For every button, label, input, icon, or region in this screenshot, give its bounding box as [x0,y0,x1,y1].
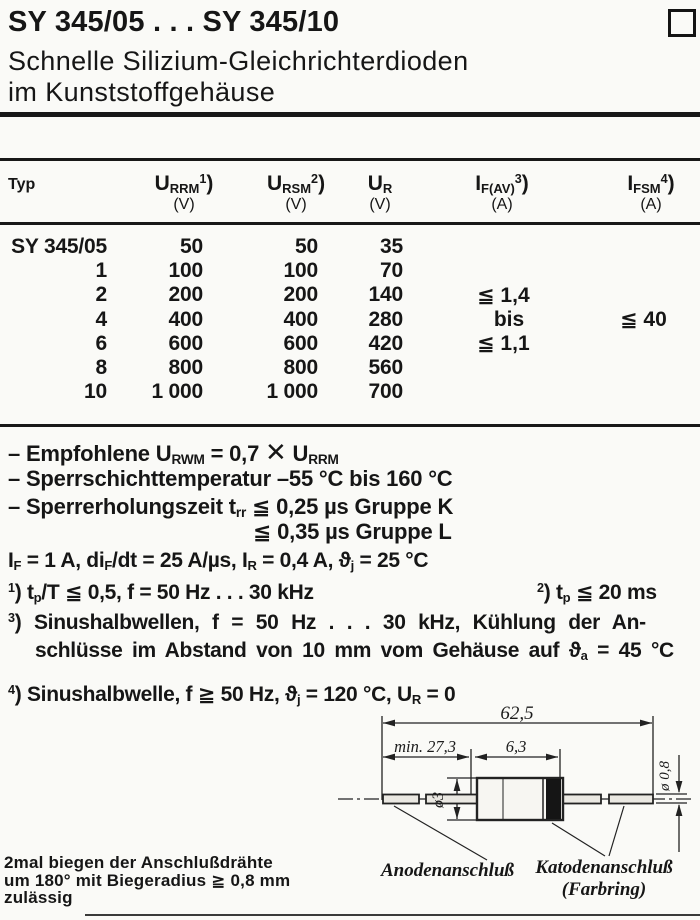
footnote-3-line-2: schlüsse im Abstand von 10 mm vom Gehäus… [35,639,674,663]
column-header-ifsm: IFSM4) (A) [596,172,700,215]
divider-thick [0,112,700,117]
footnote-2: 2) tp ≦ 20 ms [537,581,657,605]
dimension-arrowheads [383,719,683,819]
bend-note-line-3: zulässig [4,888,73,907]
cathode-color-ring-label: (Farbring) [561,879,647,900]
ratings-table: SY 345/05 50 50 35 1 100 100 70 2 200 20… [0,235,403,404]
dimension-body-diameter: ø3 [430,792,447,809]
footnote-3-line-1: 3) Sinushalbwellen, f = 50 Hz . . . 30 k… [8,611,646,634]
table-cell: 140 [368,283,404,307]
table-cell: 560 [368,355,404,379]
table-cell: 50 [180,235,203,258]
page-title: SY 345/05 . . . SY 345/10 [8,6,340,38]
note-junction-temperature: – Sperrschichttemperatur –55 °C bis 160 … [8,466,453,491]
dimension-wire-diameter: ø 0,8 [657,761,673,793]
dimension-lead-length: min. 27,3 [394,737,456,756]
anode-lead-outer [382,793,420,805]
anode-terminal-label: Anodenanschluß [380,860,515,881]
cathode-lead-inner [562,793,602,805]
bend-note-line-2: um 180° mit Biegeradius ≧ 0,8 mm [4,870,291,890]
table-cell: 600 [283,331,319,355]
divider-table-top [0,158,700,161]
table-cell: 200 [168,283,204,307]
divider-header-bottom [0,222,700,225]
subtitle-line-2: im Kunststoffgehäuse [8,77,276,107]
cathode-color-ring [546,779,561,819]
page-subtitle: Schnelle Silizium-Gleichrichterdioden im… [8,46,469,108]
table-cell: 1 000 [266,380,318,404]
note-recovery-time-l: ≦ 0,35 µs Gruppe L [253,519,452,544]
table-cell: 800 [283,355,319,379]
bend-note-line-1: 2mal biegen der Anschlußdrähte [4,853,273,872]
ifav-limit-lower: ≦ 1,1 [477,332,530,355]
cathode-lead-outer [608,793,654,805]
column-unit-ifav: (A) [491,196,513,213]
table-cell: 700 [368,380,404,404]
table-cell: 35 [380,235,403,258]
footnote-1: 1) tp/T ≦ 0,5, f = 50 Hz . . . 30 kHz [8,581,314,605]
dimension-total-length: 62,5 [500,703,533,724]
column-unit-ur: (V) [369,196,391,213]
column-header-ifav: IF(AV)3) (A) [447,172,557,215]
table-row-typ: 10 [84,380,107,404]
cathode-terminal-label: Katodenanschluß [535,857,673,878]
cathode-leader-line-lead [608,805,625,857]
table-cell: 600 [168,331,204,355]
column-unit-urrm: (V) [173,196,195,213]
package-outline-drawing: 62,5 min. 27,3 6,3 ø3 ø 0,8 [338,703,692,861]
table-cell: 70 [380,259,403,283]
conditions-line: IF = 1 A, diF/dt = 25 A/µs, IR = 0,4 A, … [8,549,429,573]
column-unit-ifsm: (A) [640,196,662,213]
anode-leader-line [393,805,488,861]
table-cell: 420 [368,331,404,355]
dimension-body-length: 6,3 [506,737,527,756]
table-cell: 1 000 [151,380,203,404]
column-header-ur: UR (V) [325,172,435,215]
ifav-limit-upper: ≦ 1,4 [477,284,530,307]
table-cell: 800 [168,355,204,379]
table-cell: 50 [295,235,318,258]
table-cell: 200 [283,283,319,307]
lead-bending-note: 2mal biegen der Anschlußdrähte um 180° m… [4,854,290,907]
column-header-ursm: URSM2) (V) [241,172,351,215]
subtitle-line-1: Schnelle Silizium-Gleichrichterdioden [8,46,469,76]
note-recommended-urwm: – Empfohlene URWM = 0,7 ✕ URRM [8,437,339,467]
divider-page-bottom [85,914,700,916]
ifsm-limit: ≦ 40 [620,308,667,331]
footnote-4: 4) Sinushalbwelle, f ≧ 50 Hz, ϑj = 120 °… [8,683,456,707]
column-header-typ: Typ [8,176,36,193]
table-cell: 400 [168,307,204,331]
table-cell: 100 [283,259,319,283]
multiply-x-glyph: ✕ [265,437,287,467]
table-row-typ: 8 [95,355,108,379]
divider-table-bottom [0,424,700,427]
cathode-leader-line-ring [551,822,606,857]
corner-square-mark [668,9,696,37]
table-row-typ: 4 [95,307,108,331]
table-row-typ: 6 [95,331,108,355]
column-unit-ursm: (V) [285,196,307,213]
note-recovery-time-k: – Sperrerholungszeit trr ≦ 0,25 µs Grupp… [8,494,454,520]
table-row-typ: 1 [95,259,108,283]
column-header-urrm: URRM1) (V) [129,172,239,215]
table-row-typ: 2 [95,283,108,307]
table-cell: 280 [368,307,404,331]
table-row-typ: SY 345/05 [11,235,107,258]
table-cell: 400 [283,307,319,331]
table-cell: 100 [168,259,204,283]
ifav-limit-bis: bis [493,308,525,331]
